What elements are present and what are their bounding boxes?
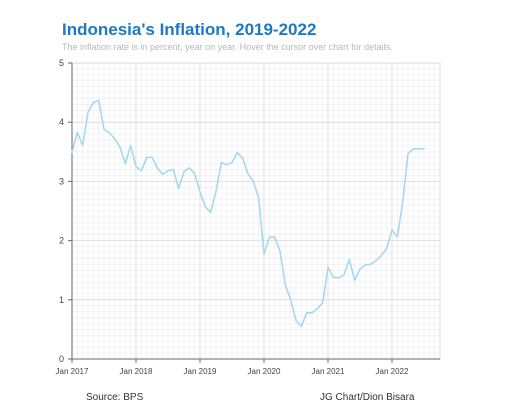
chart-subtitle: The inflation rate is in percent, year o… (62, 42, 393, 52)
data-point[interactable]: 2019-12: 2.72 (256, 195, 262, 201)
data-point[interactable]: 2017-12: 3.61 (128, 142, 134, 148)
data-point[interactable]: 2019-01: 2.82 (197, 189, 203, 195)
data-point[interactable]: 2020-03: 2.06 (272, 234, 278, 240)
data-point[interactable]: 2020-07: 0.65 (293, 318, 299, 324)
data-point[interactable]: 2018-06: 3.12 (160, 171, 166, 177)
data-point[interactable]: 2019-06: 3.28 (224, 162, 230, 168)
data-point[interactable]: 2020-05: 1.25 (282, 282, 288, 288)
data-point[interactable]: 2019-04: 2.83 (213, 188, 219, 194)
data-point[interactable]: 2020-04: 1.82 (277, 248, 283, 254)
data-point[interactable]: 2017-05: 4.33 (90, 100, 96, 106)
chart-title: Indonesia's Inflation, 2019-2022 (62, 20, 317, 39)
x-tick-label: Jan 2020 (248, 367, 281, 376)
data-point[interactable]: 2017-07: 3.88 (101, 126, 107, 132)
y-tick-label: 5 (59, 58, 64, 68)
data-point[interactable]: 2020-09: 0.78 (304, 310, 310, 316)
data-point[interactable]: 2020-02: 2.06 (266, 234, 272, 240)
y-tick-label: 0 (59, 354, 64, 364)
data-point[interactable]: 2017-06: 4.37 (96, 97, 102, 103)
data-point[interactable]: 2017-11: 3.3 (122, 161, 128, 167)
data-point[interactable]: 2017-09: 3.72 (112, 136, 118, 142)
data-point[interactable]: 2021-01: 1.55 (325, 264, 331, 270)
data-point[interactable]: 2021-10: 1.66 (373, 258, 379, 264)
data-point[interactable]: 2020-11: 0.85 (314, 306, 320, 312)
data-point[interactable]: 2018-05: 3.23 (154, 165, 160, 171)
data-point[interactable]: 2017-10: 3.58 (117, 144, 123, 150)
data-point[interactable]: 2019-09: 3.39 (240, 155, 246, 161)
data-point[interactable]: 2018-09: 2.88 (176, 186, 182, 192)
data-point[interactable]: 2021-06: 1.33 (352, 277, 358, 283)
data-point[interactable]: 2018-04: 3.41 (149, 154, 155, 160)
data-point[interactable]: 2017-02: 3.83 (74, 129, 80, 135)
x-tick-label: Jan 2021 (312, 367, 345, 376)
data-point[interactable]: 2022-04: 3.47 (405, 151, 411, 157)
y-tick-label: 2 (59, 236, 64, 246)
data-point[interactable]: 2017-01: 3.49 (69, 149, 75, 155)
data-point[interactable]: 2018-11: 3.23 (186, 165, 192, 171)
data-point[interactable]: 2018-03: 3.4 (144, 155, 150, 161)
data-point[interactable]: 2019-11: 3 (250, 178, 256, 184)
data-point[interactable]: 2020-12: 0.95 (320, 300, 326, 306)
data-point[interactable]: 2020-10: 0.78 (309, 310, 315, 316)
data-point[interactable]: 2022-02: 2.06 (394, 234, 400, 240)
y-tick-label: 4 (59, 117, 64, 127)
data-point[interactable]: 2019-08: 3.49 (234, 149, 240, 155)
x-tick-label: Jan 2019 (184, 367, 217, 376)
inflation-series-line[interactable] (71, 99, 425, 328)
data-point[interactable]: 2021-09: 1.6 (368, 261, 374, 267)
data-point[interactable]: 2020-08: 0.55 (298, 323, 304, 329)
data-point[interactable]: 2019-03: 2.48 (208, 209, 214, 215)
data-point[interactable]: 2022-01: 2.18 (389, 227, 395, 233)
source-note: Source: BPS (86, 392, 144, 403)
data-point[interactable]: 2022-07: 3.55 (421, 146, 427, 152)
data-point[interactable]: 2018-07: 3.18 (165, 168, 171, 174)
y-tick-label: 3 (59, 176, 64, 186)
data-point[interactable]: 2021-02: 1.38 (330, 274, 336, 280)
data-point[interactable]: 2018-01: 3.25 (133, 164, 139, 170)
data-point[interactable]: 2017-03: 3.61 (80, 142, 86, 148)
data-point[interactable]: 2019-10: 3.13 (245, 171, 251, 177)
data-point[interactable]: 2021-12: 1.87 (384, 245, 390, 251)
data-point[interactable]: 2017-08: 3.82 (106, 130, 112, 136)
data-point[interactable]: 2020-06: 1 (288, 297, 294, 303)
data-point[interactable]: 2021-07: 1.52 (357, 266, 363, 272)
data-point[interactable]: 2021-04: 1.42 (341, 272, 347, 278)
data-point[interactable]: 2021-03: 1.37 (336, 275, 342, 281)
data-point[interactable]: 2018-02: 3.18 (138, 168, 144, 174)
data-point[interactable]: 2018-08: 3.2 (170, 167, 176, 173)
data-point[interactable]: 2020-01: 1.77 (261, 251, 267, 257)
x-tick-label: Jan 2022 (376, 367, 409, 376)
data-point[interactable]: 2019-07: 3.32 (229, 159, 235, 165)
data-point[interactable]: 2022-06: 3.55 (416, 146, 422, 152)
data-point[interactable]: 2021-05: 1.68 (346, 257, 352, 263)
data-point[interactable]: 2021-08: 1.59 (362, 262, 368, 268)
data-point[interactable]: 2019-02: 2.57 (202, 204, 208, 210)
x-tick-label: Jan 2017 (56, 367, 89, 376)
data-point[interactable]: 2022-05: 3.55 (410, 146, 416, 152)
data-point[interactable]: 2017-04: 4.17 (85, 109, 91, 115)
data-point[interactable]: 2018-10: 3.16 (181, 169, 187, 175)
y-tick-label: 1 (59, 295, 64, 305)
data-point[interactable]: 2021-11: 1.75 (378, 252, 384, 258)
x-tick-label: Jan 2018 (120, 367, 153, 376)
credit-note: JG Chart/Dion Bisara (320, 392, 415, 403)
data-point[interactable]: 2019-05: 3.32 (218, 159, 224, 165)
data-point[interactable]: 2018-12: 3.13 (192, 171, 198, 177)
data-point[interactable]: 2022-03: 2.64 (400, 200, 406, 206)
